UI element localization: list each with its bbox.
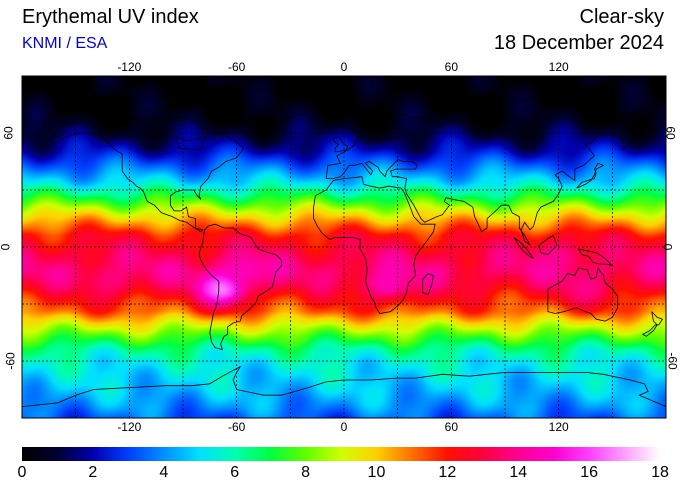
latitude-label-left: 60 [1,126,16,140]
coastline-greenland [215,88,309,134]
coastline-new-zealand [641,311,664,337]
longitude-label-bot: 120 [548,420,569,434]
colorbar-tick-label: 12 [438,464,457,481]
coastline-japan [576,162,605,189]
coastline-south-america [198,223,282,351]
longitude-label-bot: -120 [117,420,142,434]
coastline-madagascar [422,273,434,296]
latitude-label-right: 0 [660,243,675,251]
coastline-new-guinea [577,248,613,267]
map-frame [21,75,667,419]
longitude-label-bot: 60 [444,420,459,434]
latitude-label-left: 0 [0,244,12,251]
longitude-label-top: 60 [444,60,459,74]
condition-label: Clear-sky [579,6,664,28]
colorbar-tick-label: 0 [17,464,27,481]
colorbar-tick-label: 14 [509,464,528,481]
longitude-label-top: 0 [340,60,348,74]
colorbar-tick-label: 18 [651,464,669,481]
source-label: KNMI / ESA [22,35,108,52]
longitude-label-bot: 0 [340,420,348,434]
longitude-label-top: -120 [117,60,142,74]
latitude-label-right: -60 [665,352,680,370]
colorbar-tick-label: 16 [580,464,599,481]
colorbar-tick-label: 4 [159,464,169,481]
map-title: Erythemal UV index [22,6,199,28]
colorbar [22,447,660,461]
coastline-uk [332,136,349,153]
date-label: 18 December 2024 [493,32,664,54]
longitude-label-top: -60 [227,60,246,74]
coastline-antarctica [21,365,667,407]
longitude-label-top: 120 [548,60,569,74]
coastline-sumatra [513,237,534,259]
coastline-north-america [43,113,245,233]
colorbar-tick-label: 10 [367,464,386,481]
coastline-borneo [538,235,558,256]
longitude-label-bot: -60 [227,420,246,434]
latitude-label-left: -60 [3,352,18,370]
colorbar-tick-label: 2 [88,464,98,481]
coastline-africa [313,176,436,314]
colorbar-tick-label: 6 [230,464,240,481]
colorbar-tick-label: 8 [301,464,310,481]
coastline-eurasia [325,98,667,246]
latitude-label-right: 60 [663,126,678,140]
